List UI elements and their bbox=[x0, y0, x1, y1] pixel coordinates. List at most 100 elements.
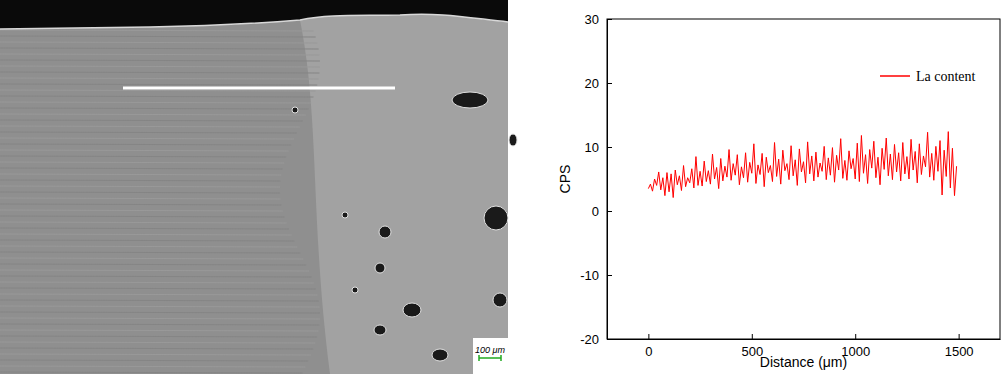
micrograph-region bbox=[300, 0, 508, 374]
texture-line bbox=[0, 288, 316, 289]
pore bbox=[352, 287, 358, 293]
scale-bar-box bbox=[473, 338, 508, 374]
tick-label: 1500 bbox=[945, 344, 974, 359]
pore bbox=[374, 325, 386, 335]
pore bbox=[403, 303, 421, 317]
tick-label: -10 bbox=[580, 268, 599, 283]
texture-line bbox=[0, 348, 313, 349]
y-axis-title: CPS bbox=[557, 165, 573, 194]
tick: 1500 bbox=[945, 334, 974, 359]
tick: 10 bbox=[585, 140, 612, 155]
texture-line bbox=[0, 144, 291, 145]
axis-line bbox=[608, 339, 1001, 340]
y-axis: -20 -10 0 10 20 30 bbox=[580, 12, 612, 347]
surface-edge bbox=[0, 14, 508, 29]
tick: 0 bbox=[592, 204, 612, 219]
tick: 0 bbox=[645, 334, 652, 359]
texture-line bbox=[0, 342, 315, 343]
texture-line bbox=[0, 126, 300, 127]
texture-line bbox=[0, 84, 317, 85]
texture-line bbox=[0, 162, 284, 163]
pore bbox=[342, 212, 348, 218]
texture-line bbox=[0, 102, 311, 103]
plot-frame bbox=[607, 19, 1000, 339]
texture-line bbox=[0, 294, 318, 295]
tick-mark bbox=[607, 147, 612, 148]
legend: La content bbox=[880, 69, 976, 84]
texture-line bbox=[0, 198, 281, 199]
texture-line bbox=[0, 324, 319, 325]
texture-line bbox=[0, 318, 320, 319]
texture-line bbox=[0, 270, 309, 271]
pore bbox=[292, 107, 298, 113]
scale-bar: 100 μm bbox=[473, 338, 508, 374]
texture-line bbox=[0, 366, 305, 367]
texture-line bbox=[0, 180, 280, 181]
texture-line bbox=[0, 258, 303, 259]
tick-mark bbox=[648, 334, 649, 339]
texture-line bbox=[0, 246, 297, 247]
scale-bar-label: 100 μm bbox=[475, 345, 505, 355]
tick-mark bbox=[607, 211, 612, 212]
texture-line bbox=[0, 156, 286, 157]
legend-label: La content bbox=[916, 69, 976, 84]
data-line bbox=[648, 132, 956, 198]
texture-line bbox=[0, 216, 285, 217]
texture-line bbox=[0, 168, 283, 169]
texture-line bbox=[0, 372, 302, 373]
texture-line bbox=[0, 228, 289, 229]
texture-line bbox=[0, 114, 306, 115]
tick-mark bbox=[607, 275, 612, 276]
texture-line bbox=[0, 66, 320, 67]
tick-mark bbox=[959, 334, 960, 339]
texture-line bbox=[0, 60, 320, 61]
tick-mark bbox=[855, 334, 856, 339]
texture-line bbox=[0, 360, 308, 361]
texture-line bbox=[0, 204, 281, 205]
texture-line bbox=[0, 192, 280, 193]
texture-line bbox=[0, 36, 316, 37]
texture-line bbox=[0, 132, 297, 133]
plot-area bbox=[648, 132, 956, 198]
pore bbox=[484, 206, 508, 230]
pore bbox=[375, 263, 385, 273]
scan-line bbox=[123, 87, 395, 90]
texture-line bbox=[0, 96, 314, 97]
texture-line bbox=[0, 120, 303, 121]
micrograph: 100 μm bbox=[0, 0, 517, 374]
tick-label: 30 bbox=[585, 12, 599, 27]
texture-line bbox=[0, 90, 316, 91]
pore bbox=[432, 349, 448, 361]
texture-line bbox=[0, 276, 312, 277]
texture-line bbox=[0, 72, 319, 73]
texture-line bbox=[0, 30, 314, 31]
tick: 20 bbox=[585, 76, 612, 91]
texture-line bbox=[0, 42, 317, 43]
texture-line bbox=[0, 54, 320, 55]
tick-mark bbox=[607, 83, 612, 84]
tick-label: 20 bbox=[585, 76, 599, 91]
texture-line bbox=[0, 354, 311, 355]
pore bbox=[509, 134, 517, 146]
pore bbox=[493, 293, 507, 307]
texture-line bbox=[0, 300, 319, 301]
tick: -20 bbox=[580, 332, 612, 347]
texture-line bbox=[0, 174, 281, 175]
tick: 30 bbox=[585, 12, 612, 27]
texture-line bbox=[0, 252, 300, 253]
texture-line bbox=[0, 222, 287, 223]
tick-mark bbox=[752, 334, 753, 339]
tick-mark bbox=[607, 339, 612, 340]
pore bbox=[379, 226, 391, 238]
texture-line bbox=[0, 312, 320, 313]
axis-line bbox=[607, 20, 608, 340]
texture-line bbox=[0, 108, 309, 109]
texture-line bbox=[0, 330, 318, 331]
texture-line bbox=[0, 48, 319, 49]
pore bbox=[452, 92, 488, 108]
texture-line bbox=[0, 240, 294, 241]
texture-line bbox=[0, 234, 292, 235]
tick-label: 10 bbox=[585, 140, 599, 155]
tick-label: 0 bbox=[592, 204, 599, 219]
tick-label: -20 bbox=[580, 332, 599, 347]
